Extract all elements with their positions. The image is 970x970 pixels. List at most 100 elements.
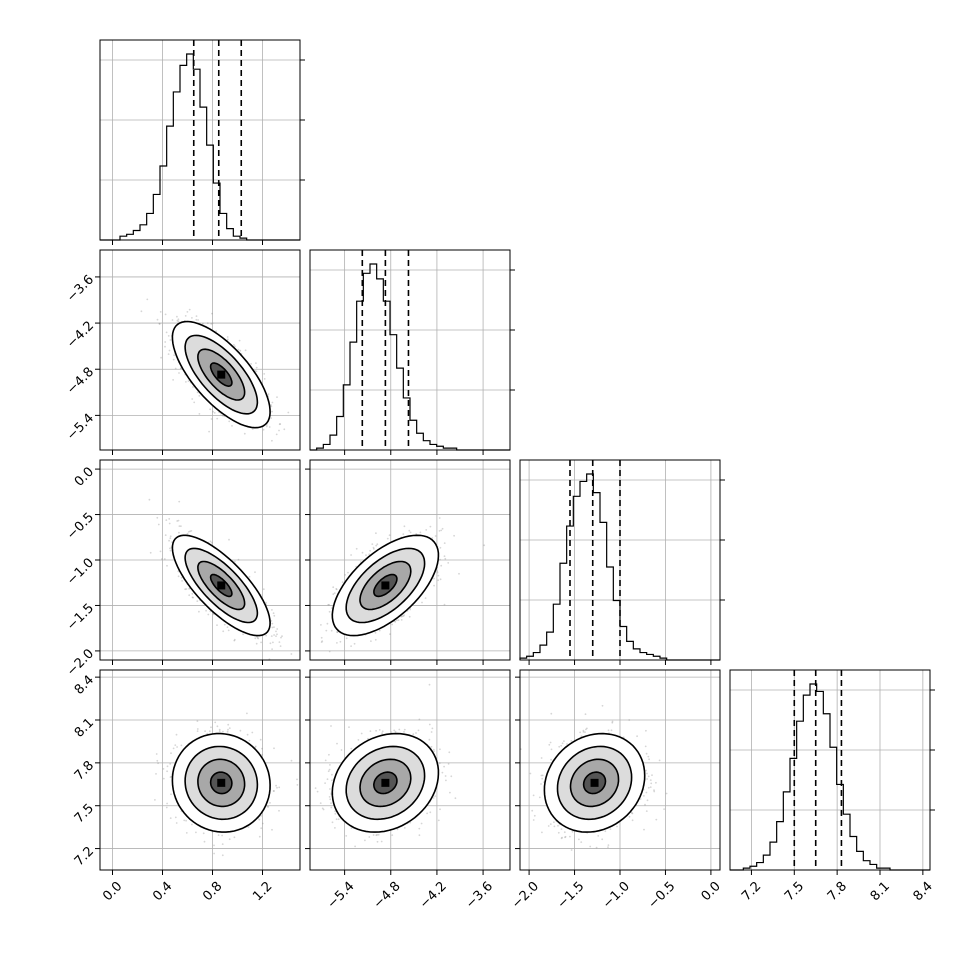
scatter-point: [237, 348, 240, 351]
scatter-point: [185, 832, 188, 834]
panel-0-0: [99, 39, 305, 245]
scatter-point: [254, 745, 257, 748]
scatter-point: [388, 534, 391, 537]
scatter-point: [251, 428, 254, 430]
scatter-point: [397, 619, 400, 622]
scatter-point: [325, 629, 328, 632]
density-peak: [217, 581, 226, 590]
scatter-point: [191, 317, 193, 319]
scatter-point: [223, 623, 226, 626]
scatter-point: [195, 318, 198, 321]
scatter-point: [217, 834, 220, 836]
scatter-point: [140, 310, 143, 313]
scatter-point: [272, 612, 275, 615]
scatter-point: [211, 541, 213, 544]
scatter-point: [270, 635, 273, 637]
scatter-point: [439, 546, 442, 549]
scatter-point: [168, 518, 171, 520]
y-tick-label: −1.5: [64, 601, 97, 634]
scatter-point: [434, 535, 437, 537]
scatter-point: [272, 641, 274, 644]
scatter-point: [260, 641, 262, 644]
scatter-point: [158, 322, 161, 325]
scatter-point: [186, 532, 189, 535]
scatter-point: [408, 529, 411, 532]
scatter-point: [326, 622, 329, 625]
scatter-point: [409, 531, 412, 534]
scatter-point: [438, 530, 441, 532]
scatter-point: [273, 747, 275, 750]
scatter-point: [233, 639, 236, 642]
scatter-point: [198, 610, 200, 613]
scatter-point: [246, 712, 248, 715]
scatter-point: [216, 624, 218, 626]
scatter-point: [440, 529, 443, 532]
scatter-point: [361, 551, 364, 554]
scatter-point: [166, 802, 169, 805]
histogram-1: [310, 263, 510, 451]
scatter-point: [376, 543, 379, 546]
scatter-point: [255, 366, 258, 369]
scatter-point: [443, 542, 446, 544]
scatter-point: [227, 338, 229, 341]
scatter-point: [156, 318, 159, 321]
scatter-point: [339, 640, 342, 643]
scatter-point: [149, 551, 152, 554]
scatter-point: [375, 544, 378, 547]
scatter-point: [400, 615, 403, 618]
scatter-point: [188, 308, 191, 311]
scatter-point: [443, 603, 446, 606]
scatter-point: [177, 519, 180, 522]
y-tick-label: −1.0: [64, 555, 97, 588]
scatter-point: [169, 339, 172, 341]
scatter-point: [275, 630, 277, 633]
scatter-point: [278, 641, 281, 643]
scatter-point: [335, 588, 338, 590]
panel-3-0: 0.0 0.4 0.8 1.27.27.57.88.18.4: [72, 669, 301, 904]
scatter-point: [171, 319, 174, 321]
scatter-point: [167, 335, 170, 337]
scatter-point: [167, 353, 170, 355]
scatter-point: [187, 380, 190, 382]
scatter-point: [370, 640, 372, 642]
scatter-point: [228, 838, 231, 841]
scatter-point: [259, 738, 262, 741]
scatter-point: [270, 405, 273, 408]
scatter-point: [278, 423, 281, 426]
density-peak: [381, 581, 390, 590]
scatter-point: [336, 642, 338, 644]
scatter-point: [373, 548, 375, 550]
scatter-point: [260, 827, 263, 830]
scatter-point: [176, 746, 179, 748]
scatter-point: [166, 564, 168, 567]
scatter-point: [216, 725, 219, 728]
scatter-point: [350, 554, 352, 556]
scatter-point: [179, 367, 182, 369]
panel-2-1: [305, 459, 511, 665]
scatter-point: [210, 418, 213, 420]
scatter-point: [374, 638, 377, 641]
scatter-point: [185, 588, 188, 590]
scatter-point: [438, 517, 441, 519]
scatter-point: [177, 318, 180, 321]
scatter-point: [226, 626, 229, 628]
scatter-point: [262, 428, 265, 431]
scatter-point: [408, 615, 411, 618]
scatter-point: [447, 562, 450, 564]
scatter-point: [327, 603, 330, 606]
scatter-point: [210, 323, 213, 325]
scatter-point: [193, 401, 196, 404]
scatter-point: [330, 629, 333, 632]
scatter-point: [206, 322, 209, 325]
scatter-point: [279, 645, 282, 647]
scatter-point: [242, 633, 245, 636]
scatter-point: [209, 408, 212, 411]
y-tick-label: −3.6: [64, 272, 97, 305]
scatter-point: [336, 631, 339, 634]
scatter-point: [162, 777, 165, 780]
scatter-point: [208, 430, 211, 433]
scatter-point: [175, 822, 178, 824]
scatter-point: [156, 516, 159, 519]
scatter-point: [227, 723, 230, 726]
